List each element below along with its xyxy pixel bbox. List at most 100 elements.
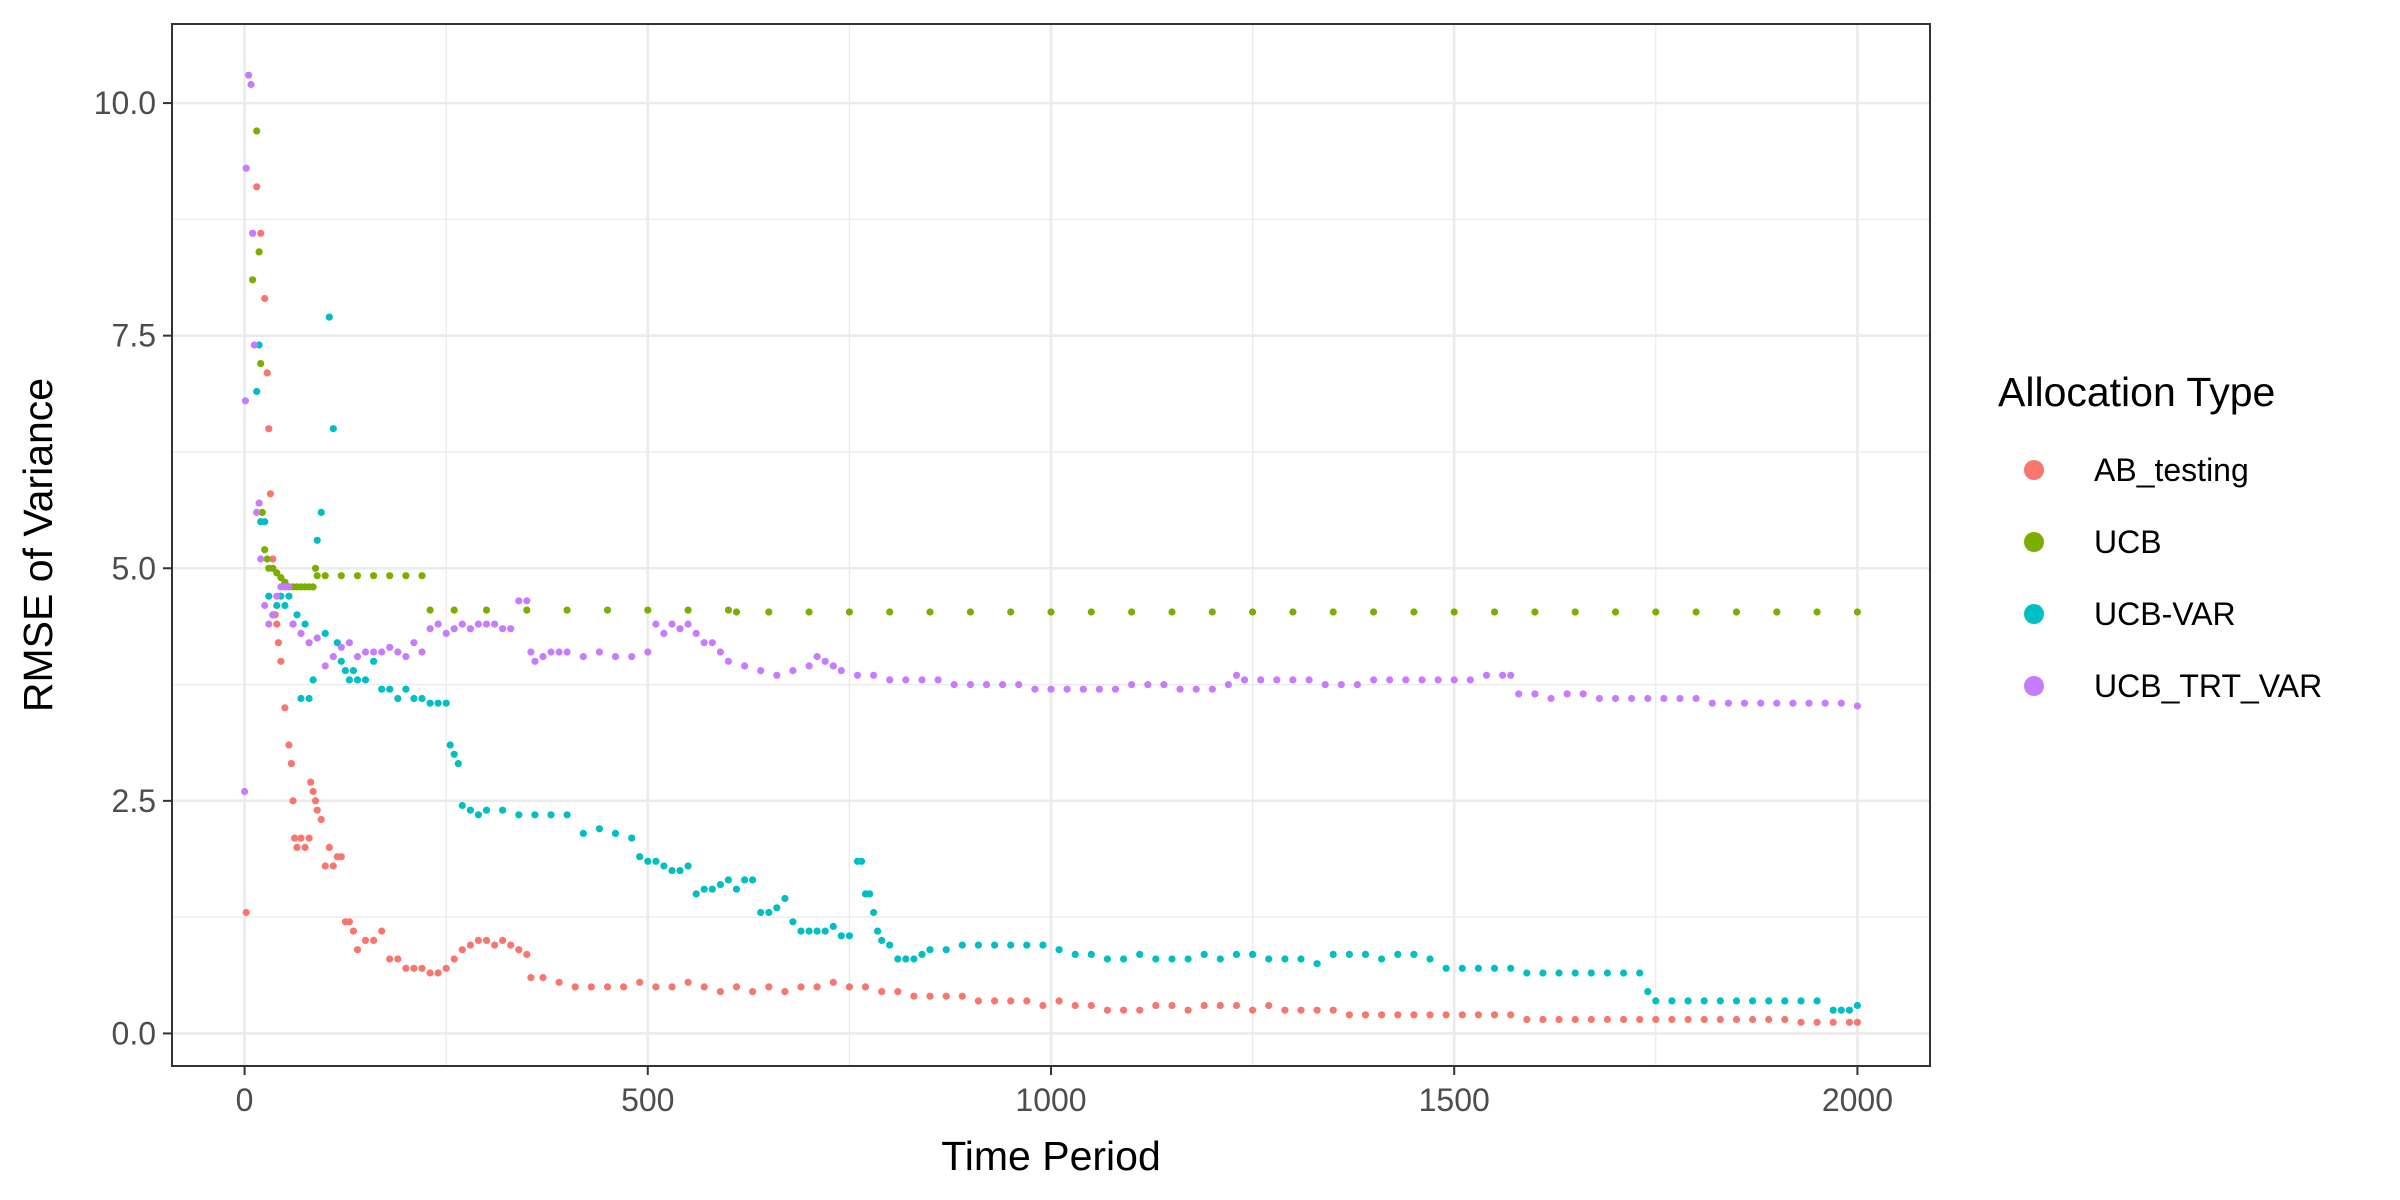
point-ab-testing	[942, 992, 950, 1000]
point-ucb-var	[1684, 997, 1692, 1005]
point-ucb-var	[1700, 997, 1708, 1005]
point-ucb-var	[781, 894, 789, 903]
legend-label-ucb-trt-var: UCB_TRT_VAR	[2094, 668, 2322, 704]
x-tick-label: 2000	[1822, 1082, 1893, 1118]
point-ucb	[845, 608, 854, 616]
point-ucb-var	[1644, 988, 1652, 996]
point-ucb-trt-var	[1144, 681, 1152, 689]
x-axis-title: Time Period	[941, 1133, 1161, 1179]
x-tick-label: 500	[621, 1082, 674, 1118]
point-ucb-var	[1007, 941, 1015, 949]
point-ucb-trt-var	[410, 639, 418, 647]
point-ucb-trt-var	[1305, 676, 1313, 684]
point-ucb-var	[341, 667, 349, 675]
legend-title: Allocation Type	[1998, 369, 2275, 415]
point-ucb-trt-var	[1063, 685, 1071, 693]
point-ucb-var	[458, 801, 466, 810]
point-ab-testing	[652, 983, 660, 991]
y-tick-label: 2.5	[112, 783, 156, 819]
point-ab-testing	[523, 950, 531, 959]
point-ucb	[1732, 608, 1741, 616]
point-ucb-var	[874, 927, 882, 935]
point-ucb-var	[410, 694, 418, 703]
point-ucb-var	[1103, 955, 1111, 963]
point-ucb-var	[1039, 941, 1047, 949]
point-ab-testing	[281, 704, 289, 712]
point-ucb	[386, 572, 394, 580]
point-ucb-var	[1813, 997, 1821, 1005]
point-ucb-trt-var	[700, 639, 708, 647]
point-ucb	[1128, 608, 1136, 616]
point-ucb	[1208, 608, 1216, 616]
point-ucb-trt-var	[1611, 694, 1620, 703]
point-ucb-var	[305, 694, 313, 703]
point-ucb	[255, 248, 263, 256]
point-ucb-trt-var	[1232, 671, 1241, 679]
point-ucb-trt-var	[289, 620, 297, 628]
point-ucb-var	[482, 806, 491, 814]
point-ucb	[1490, 608, 1499, 616]
point-ab-testing	[1297, 1006, 1305, 1014]
point-ucb-trt-var	[1595, 694, 1603, 703]
point-ucb-var	[361, 676, 370, 684]
point-ucb-var	[1265, 955, 1273, 963]
point-ucb-trt-var	[1257, 676, 1265, 684]
point-ab-testing	[1039, 1001, 1047, 1010]
point-ucb-var	[866, 890, 874, 898]
point-ucb-trt-var	[458, 620, 466, 628]
point-ucb-trt-var	[1289, 676, 1297, 684]
point-ab-testing	[426, 969, 434, 977]
point-ucb-var	[1313, 960, 1321, 968]
point-ucb-var	[1232, 950, 1241, 959]
point-ab-testing	[571, 983, 579, 991]
point-ucb	[1047, 608, 1055, 616]
point-ab-testing	[1700, 1015, 1708, 1024]
point-ucb-var	[281, 601, 289, 610]
point-ucb-trt-var	[1644, 694, 1652, 703]
point-ucb	[257, 360, 265, 368]
point-ucb	[258, 508, 266, 516]
point-ucb-trt-var	[902, 676, 910, 684]
point-ab-testing	[1474, 1011, 1482, 1019]
point-ab-testing	[1120, 1006, 1128, 1014]
point-ucb-trt-var	[1853, 702, 1861, 710]
point-ucb-var	[547, 811, 555, 819]
point-ucb-trt-var	[482, 620, 491, 628]
point-ucb-var	[910, 955, 918, 963]
point-ucb-var	[829, 922, 837, 931]
point-ucb-trt-var	[1676, 694, 1684, 703]
point-ab-testing	[1265, 1001, 1273, 1010]
point-ab-testing	[1394, 1011, 1402, 1019]
point-ab-testing	[337, 853, 345, 861]
point-ucb-var	[329, 425, 337, 433]
point-ab-testing	[845, 983, 854, 991]
point-ucb-var	[1490, 964, 1499, 972]
point-ab-testing	[253, 183, 261, 191]
point-ucb-var	[1620, 969, 1628, 977]
point-ucb-var	[1345, 950, 1353, 959]
point-ucb-var	[474, 811, 482, 819]
point-ucb-trt-var	[499, 625, 507, 633]
point-ucb-trt-var	[539, 653, 547, 661]
legend-items: AB_testing UCB UCB-VAR UCB_TRT_VAR	[2024, 452, 2322, 704]
point-ucb-var	[595, 825, 604, 833]
point-ucb-trt-var	[1579, 690, 1587, 698]
point-ucb-trt-var	[1434, 676, 1442, 684]
point-ucb-var	[813, 927, 821, 935]
point-ucb-var	[265, 592, 273, 600]
point-ucb-var	[1378, 955, 1386, 963]
point-ucb-trt-var	[402, 653, 410, 661]
point-ucb-trt-var	[1079, 685, 1087, 693]
point-ab-testing	[1749, 1015, 1757, 1024]
point-ab-testing	[716, 988, 725, 996]
point-ab-testing	[507, 941, 515, 949]
point-ucb-var	[789, 918, 797, 926]
point-ab-testing	[1507, 1011, 1515, 1019]
point-ucb	[450, 606, 458, 614]
point-ucb-trt-var	[313, 634, 321, 642]
point-ucb-trt-var	[1418, 676, 1426, 684]
point-ucb-var	[1765, 997, 1773, 1005]
point-ab-testing	[291, 834, 299, 842]
point-ab-testing	[386, 955, 394, 963]
point-ucb-trt-var	[870, 671, 878, 679]
